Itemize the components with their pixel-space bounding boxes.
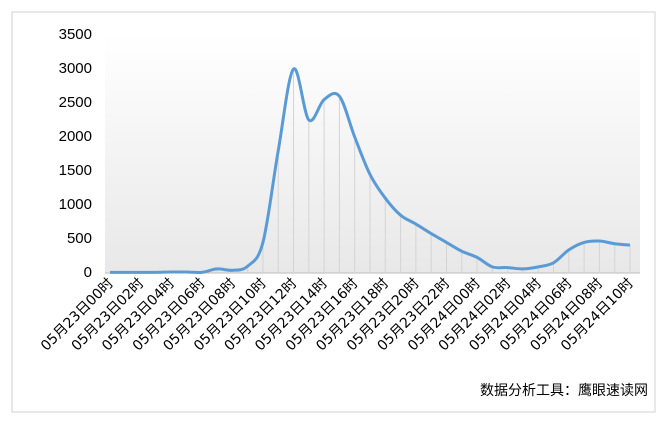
y-tick-label: 2000: [59, 128, 92, 145]
y-tick-label: 2500: [59, 94, 92, 111]
plot-area: [105, 35, 640, 273]
y-tick-label: 0: [84, 264, 92, 281]
y-tick-label: 500: [67, 230, 92, 247]
y-tick-label: 3000: [59, 60, 92, 77]
line: [109, 67, 631, 274]
y-tick-label: 3500: [59, 26, 92, 43]
annotation: 数据分析工具：鹰眼速读网: [480, 382, 648, 399]
y-tick-label: 1000: [59, 196, 92, 213]
y-tick-label: 1500: [59, 162, 92, 179]
